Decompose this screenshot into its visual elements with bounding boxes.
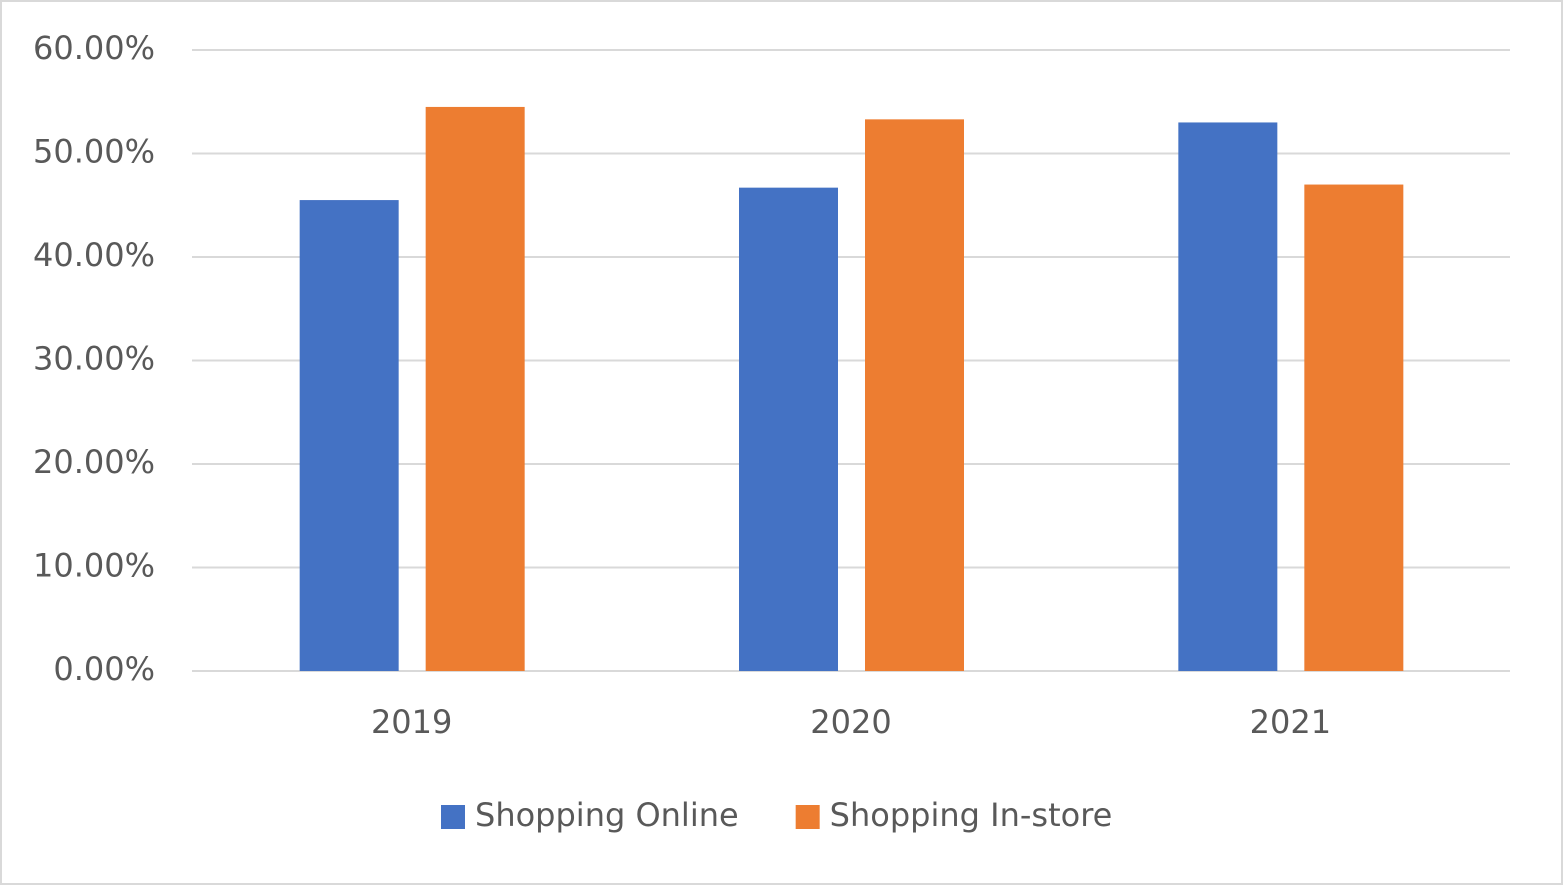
legend-label: Shopping Online: [475, 796, 739, 834]
x-tick-label: 2021: [1250, 703, 1331, 741]
x-tick-label: 2020: [810, 703, 891, 741]
y-tick-label: 20.00%: [33, 443, 155, 481]
bar: [299, 200, 399, 671]
y-tick-label: 50.00%: [33, 133, 155, 171]
x-tick-label: 2019: [371, 703, 452, 741]
y-tick-label: 10.00%: [33, 547, 155, 585]
bar: [1178, 122, 1278, 671]
legend-label: Shopping In-store: [830, 796, 1113, 834]
y-tick-label: 0.00%: [53, 650, 155, 688]
bar: [1304, 184, 1404, 672]
bar: [739, 187, 838, 671]
y-tick-label: 40.00%: [33, 236, 155, 274]
y-tick-label: 30.00%: [33, 340, 155, 378]
legend-swatch: [795, 805, 820, 829]
y-tick-label: 60.00%: [33, 29, 155, 67]
bar: [425, 106, 525, 672]
bar: [865, 119, 964, 672]
legend-swatch: [441, 805, 465, 829]
